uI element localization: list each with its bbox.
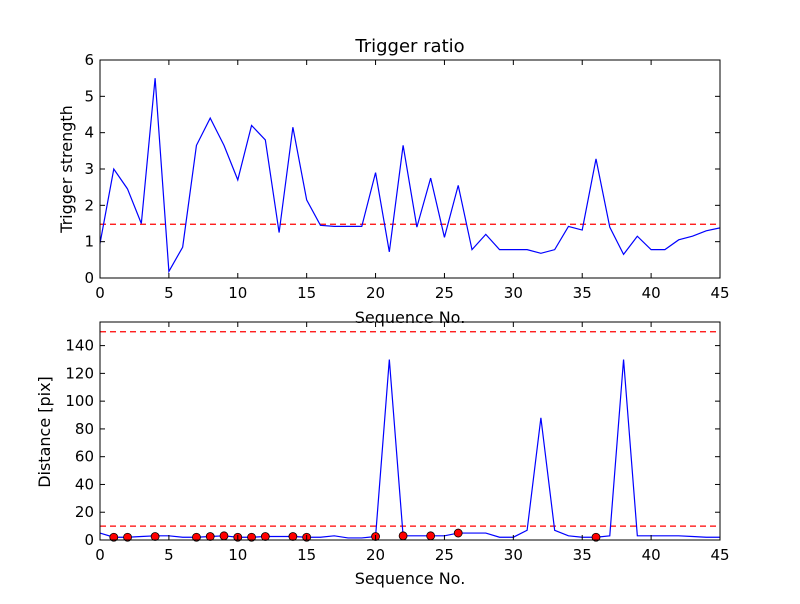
distance-panel: Sequence No. Distance [pix] 0 5 10 15 20 25 30… <box>35 321 730 588</box>
data-point-marker <box>123 532 132 542</box>
x-tick-label: 40 <box>642 546 661 564</box>
data-point-marker <box>426 531 436 541</box>
data-point-marker <box>591 532 601 542</box>
y-tick-label: 80 <box>75 420 94 438</box>
x-tick-label: 10 <box>228 284 247 302</box>
x-axis-label: Sequence No. <box>355 308 466 327</box>
data-point-marker <box>288 532 298 541</box>
data-point-marker <box>205 532 215 541</box>
x-tick-label: 25 <box>435 284 454 302</box>
y-tick-label: 0 <box>84 531 94 549</box>
y-tick-label: 140 <box>65 337 94 355</box>
y-tick-label: 5 <box>84 87 94 105</box>
y-tick-label: 60 <box>75 448 94 466</box>
x-tick-label: 30 <box>504 546 523 564</box>
x-tick-label: 0 <box>95 546 105 564</box>
x-tick-label: 40 <box>642 284 661 302</box>
x-tick-label: 0 <box>95 284 105 302</box>
y-axis-label: Trigger strength <box>57 105 76 234</box>
chart-title: Trigger ratio <box>354 36 464 57</box>
data-point-marker <box>260 532 270 541</box>
plot-frame <box>99 321 721 541</box>
x-tick-label: 15 <box>297 284 316 302</box>
x-tick-label: 20 <box>366 284 385 302</box>
data-point-marker <box>150 532 160 541</box>
y-tick-label: 120 <box>65 364 94 382</box>
x-tick-label: 45 <box>710 284 729 302</box>
x-tick-label: 15 <box>297 546 316 564</box>
x-tick-label: 5 <box>164 284 174 302</box>
data-point-marker <box>219 531 229 541</box>
x-tick-label: 35 <box>573 284 592 302</box>
y-tick-label: 3 <box>84 160 94 178</box>
data-point-marker <box>192 532 201 542</box>
x-axis-label: Sequence No. <box>355 569 466 588</box>
data-point-marker <box>398 531 408 541</box>
x-tick-label: 10 <box>228 546 247 564</box>
y-axis-label: Distance [pix] <box>35 376 54 488</box>
data-point-marker <box>109 532 119 542</box>
series-line <box>99 359 720 539</box>
x-tick-label: 20 <box>366 546 385 564</box>
y-tick-label: 4 <box>84 124 94 142</box>
series-line <box>99 78 721 274</box>
data-point-marker <box>453 528 463 538</box>
trigger-ratio-panel: Trigger ratio Sequence No. Trigger stren… <box>57 36 730 327</box>
data-point-marker <box>247 532 256 542</box>
y-tick-label: 0 <box>84 269 94 287</box>
x-tick-label: 5 <box>164 546 174 564</box>
y-tick-label: 6 <box>84 51 94 69</box>
x-tick-label: 30 <box>504 284 523 302</box>
y-tick-label: 20 <box>75 503 94 521</box>
x-tick-label: 45 <box>710 546 729 564</box>
y-tick-label: 100 <box>65 392 94 410</box>
y-tick-label: 2 <box>84 196 94 214</box>
x-tick-label: 35 <box>573 546 592 564</box>
y-tick-label: 1 <box>84 233 94 251</box>
y-tick-label: 40 <box>75 475 94 493</box>
x-tick-label: 25 <box>435 546 454 564</box>
